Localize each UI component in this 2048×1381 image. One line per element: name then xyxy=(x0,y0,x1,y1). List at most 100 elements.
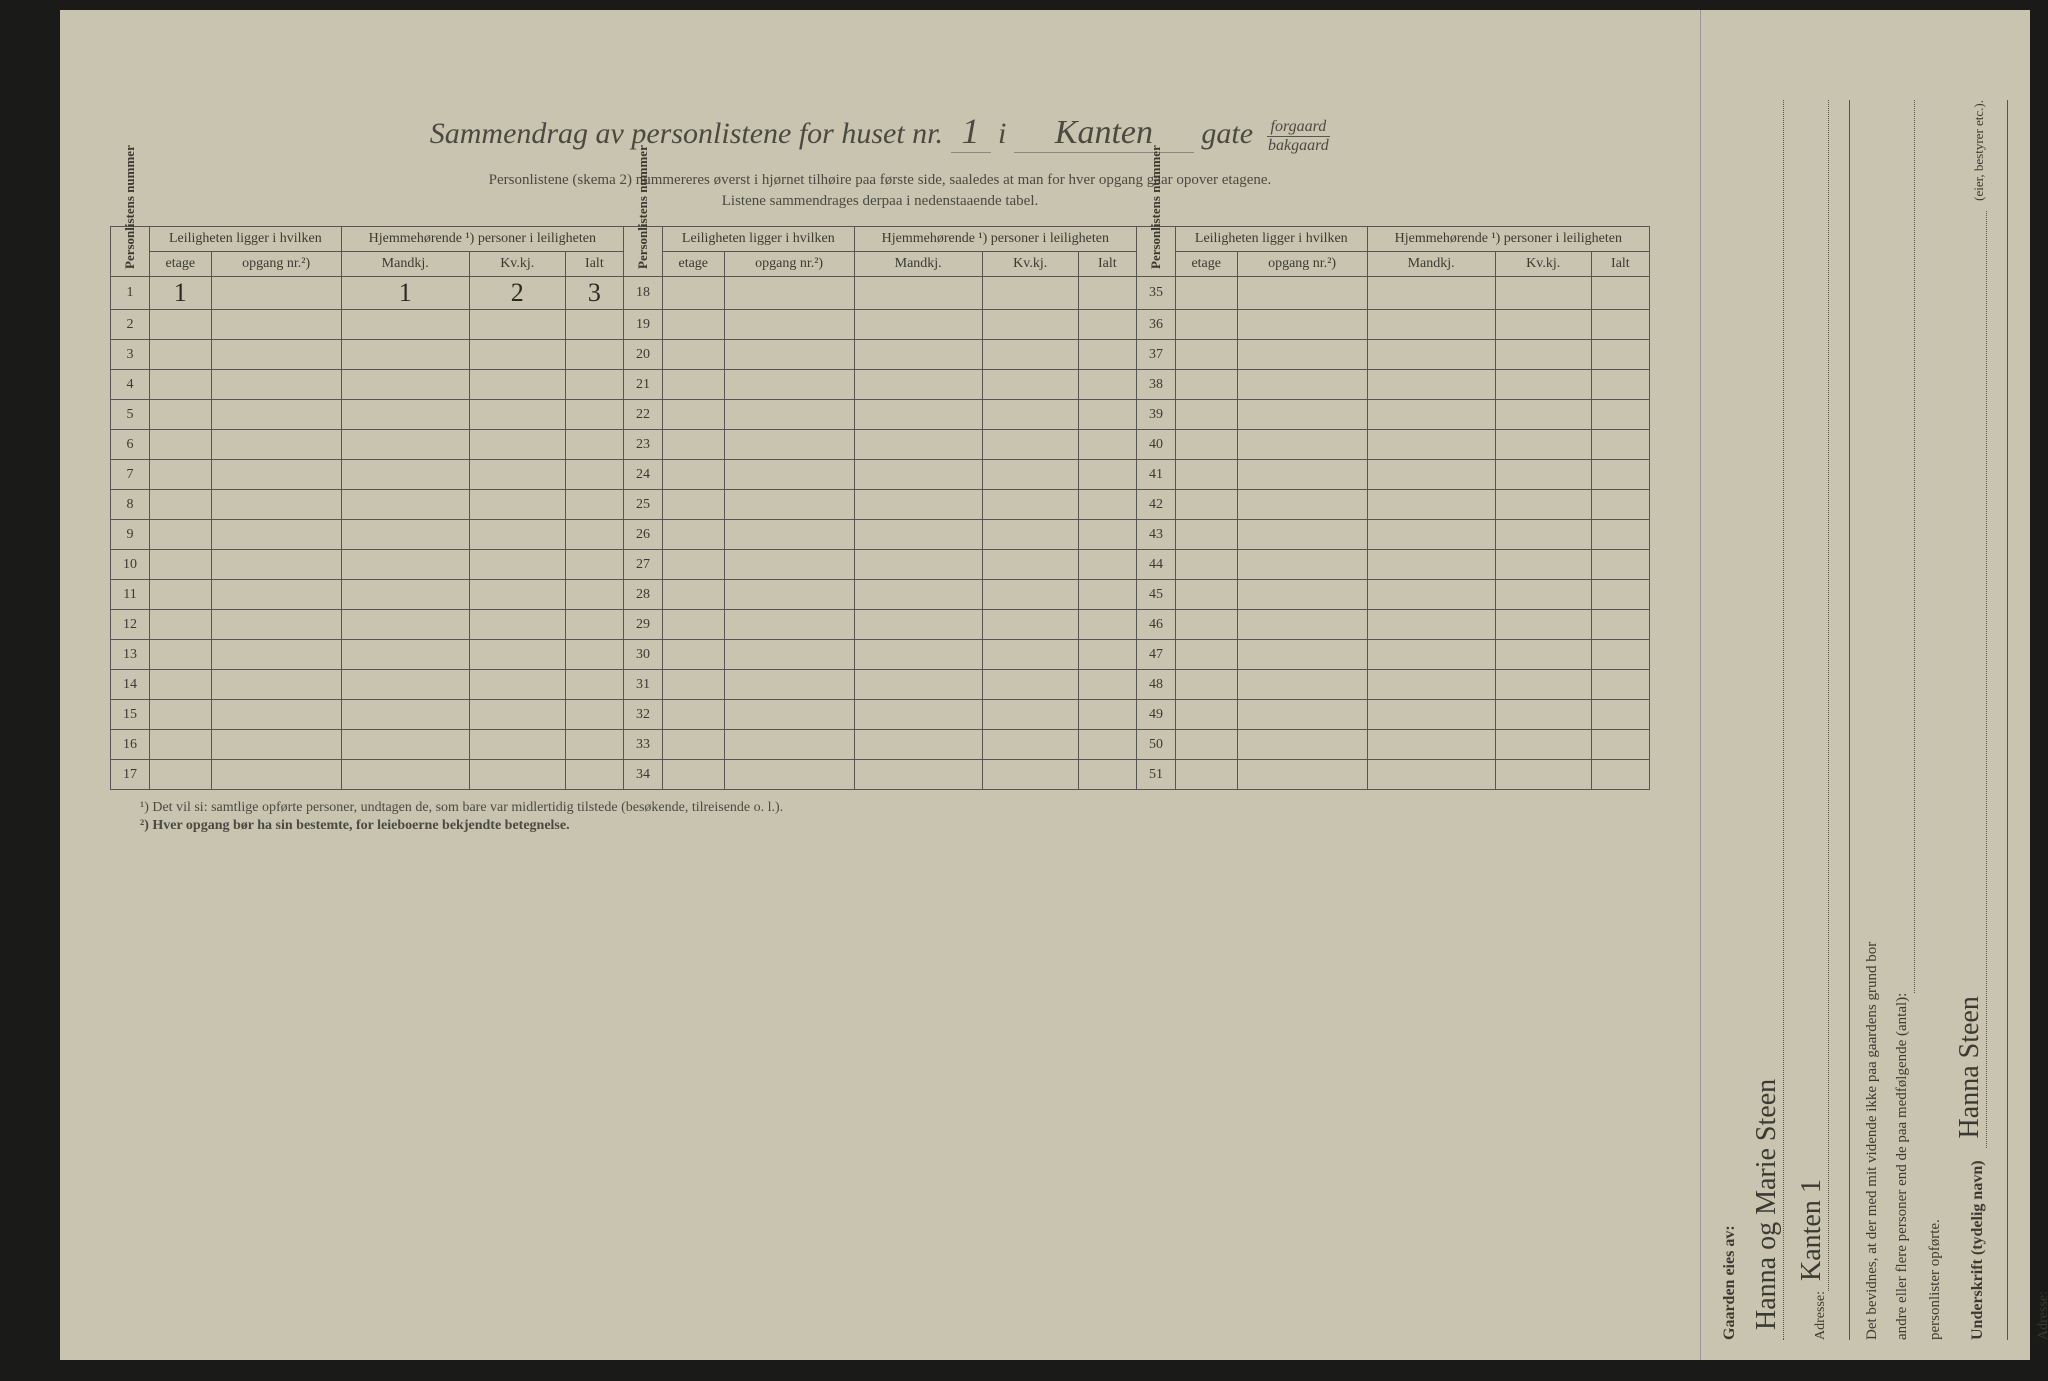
row-number: 33 xyxy=(623,730,662,760)
table-cell xyxy=(211,610,341,640)
table-cell xyxy=(982,277,1078,310)
table-cell xyxy=(1495,277,1591,310)
table-row: 111231835 xyxy=(111,277,1650,310)
row-number: 36 xyxy=(1136,310,1175,340)
table-row: 102744 xyxy=(111,550,1650,580)
row-number: 9 xyxy=(111,520,150,550)
table-cell xyxy=(1367,277,1495,310)
table-cell xyxy=(211,580,341,610)
table-cell xyxy=(854,490,982,520)
table-cell xyxy=(1591,610,1649,640)
table-cell xyxy=(854,400,982,430)
row-number: 15 xyxy=(111,700,150,730)
table-cell xyxy=(1591,310,1649,340)
row-number: 16 xyxy=(111,730,150,760)
statement-line: personlister opførte. xyxy=(1927,100,1944,1340)
table-cell xyxy=(341,580,469,610)
table-cell xyxy=(662,370,724,400)
row-number: 25 xyxy=(623,490,662,520)
table-cell xyxy=(982,490,1078,520)
row-number: 6 xyxy=(111,430,150,460)
table-cell xyxy=(469,430,565,460)
table-cell xyxy=(341,490,469,520)
table-cell xyxy=(662,640,724,670)
row-number: 44 xyxy=(1136,550,1175,580)
table-cell xyxy=(1237,700,1367,730)
table-cell xyxy=(1078,700,1136,730)
table-cell xyxy=(1495,520,1591,550)
table-cell xyxy=(341,460,469,490)
addr2-blank xyxy=(2022,100,2048,1291)
owner-addr-label: Adresse: xyxy=(1813,1291,1829,1340)
table-cell xyxy=(1367,670,1495,700)
table-cell xyxy=(662,670,724,700)
row-number: 34 xyxy=(623,760,662,790)
row-number: 31 xyxy=(623,670,662,700)
sub-opgang: opgang nr.²) xyxy=(724,252,854,277)
side-panel: Gaarden eies av: Hanna og Marie Steen Ad… xyxy=(1700,10,2030,1360)
table-cell xyxy=(565,550,623,580)
owner-block: Gaarden eies av: Hanna og Marie Steen Ad… xyxy=(1721,100,1850,1340)
table-cell xyxy=(341,670,469,700)
owner-label: Gaarden eies av: xyxy=(1721,1225,1739,1340)
sub-opgang: opgang nr.²) xyxy=(211,252,341,277)
footnote-1: ¹) Det vil si: samtlige opførte personer… xyxy=(140,800,1650,816)
table-cell xyxy=(1175,430,1237,460)
row-number: 23 xyxy=(623,430,662,460)
table-cell xyxy=(150,310,212,340)
table-cell xyxy=(1591,340,1649,370)
title-mid: i xyxy=(998,117,1006,150)
row-number: 3 xyxy=(111,340,150,370)
table-cell xyxy=(469,340,565,370)
table-cell xyxy=(469,550,565,580)
table-cell xyxy=(724,580,854,610)
table-cell xyxy=(211,520,341,550)
row-number: 21 xyxy=(623,370,662,400)
table-row: 21936 xyxy=(111,310,1650,340)
subtitle-2: Listene sammendrages derpaa i nedenstaae… xyxy=(110,193,1650,210)
table-cell xyxy=(469,610,565,640)
col-leilighet: Leiligheten ligger i hvilken xyxy=(1175,227,1367,252)
table-cell xyxy=(1237,460,1367,490)
document-page: Sammendrag av personlistene for huset nr… xyxy=(60,10,1700,1360)
table-cell xyxy=(982,550,1078,580)
table-cell xyxy=(1495,490,1591,520)
row-number: 29 xyxy=(623,610,662,640)
table-row: 133047 xyxy=(111,640,1650,670)
subtitle-1: Personlistene (skema 2) nummereres øvers… xyxy=(110,172,1650,189)
table-cell xyxy=(982,430,1078,460)
owner-name: Hanna og Marie Steen xyxy=(1751,100,1784,1340)
table-row: 153249 xyxy=(111,700,1650,730)
table-cell xyxy=(565,670,623,700)
sub-ialt: Ialt xyxy=(565,252,623,277)
table-cell xyxy=(1078,370,1136,400)
table-row: 42138 xyxy=(111,370,1650,400)
table-cell xyxy=(1495,610,1591,640)
row-number: 38 xyxy=(1136,370,1175,400)
table-cell xyxy=(565,580,623,610)
col-hjemme: Hjemmehørende ¹) personer i leiligheten xyxy=(854,227,1136,252)
row-number: 51 xyxy=(1136,760,1175,790)
row-number: 1 xyxy=(111,277,150,310)
row-number: 12 xyxy=(111,610,150,640)
table-cell xyxy=(854,580,982,610)
table-row: 62340 xyxy=(111,430,1650,460)
table-cell xyxy=(662,700,724,730)
owner-addr: Kanten 1 xyxy=(1796,100,1829,1291)
row-number: 47 xyxy=(1136,640,1175,670)
table-cell xyxy=(1495,700,1591,730)
table-cell xyxy=(341,640,469,670)
table-cell xyxy=(469,760,565,790)
table-cell xyxy=(150,640,212,670)
table-cell xyxy=(1175,640,1237,670)
table-cell xyxy=(469,310,565,340)
row-number: 17 xyxy=(111,760,150,790)
table-cell xyxy=(1367,550,1495,580)
table-cell xyxy=(982,760,1078,790)
table-cell: 1 xyxy=(150,277,212,310)
table-cell xyxy=(724,640,854,670)
table-cell xyxy=(565,520,623,550)
table-cell xyxy=(211,730,341,760)
table-cell xyxy=(469,700,565,730)
table-cell xyxy=(1237,670,1367,700)
